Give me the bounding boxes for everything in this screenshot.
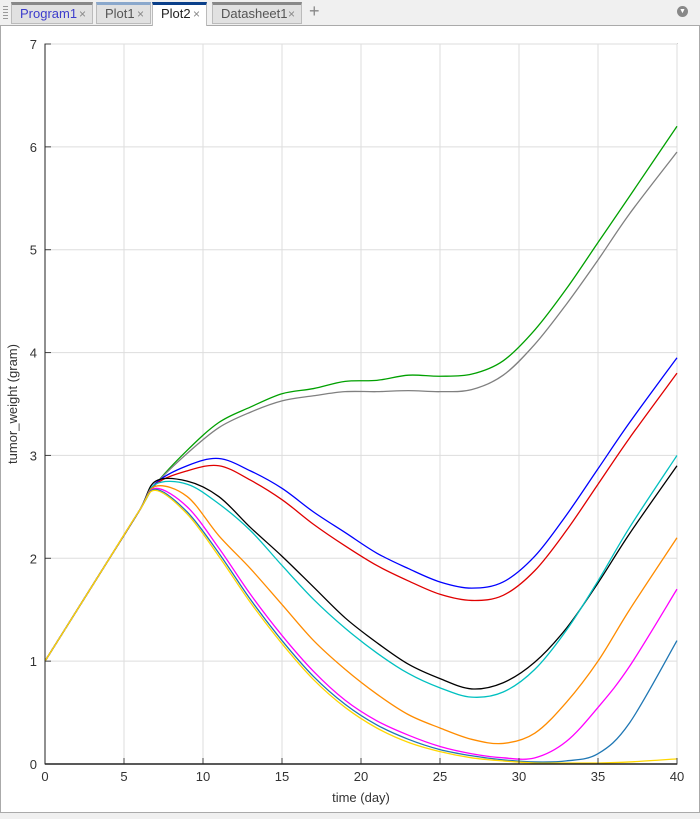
y-tick-label: 7 xyxy=(30,37,37,52)
close-icon[interactable]: × xyxy=(287,7,295,21)
x-tick-label: 35 xyxy=(591,769,605,784)
status-strip xyxy=(0,812,700,819)
y-axis-label: tumor_weight (gram) xyxy=(5,344,20,464)
x-tick-label: 10 xyxy=(196,769,210,784)
x-tick-label: 30 xyxy=(512,769,526,784)
close-icon[interactable]: × xyxy=(78,7,86,21)
tab-plot2[interactable]: Plot2 × xyxy=(152,2,207,26)
dropdown-menu-icon[interactable]: ▼ xyxy=(677,6,688,17)
tab-label: Plot1 xyxy=(105,6,135,21)
tab-label: Plot2 xyxy=(161,6,191,21)
close-icon[interactable]: × xyxy=(192,7,200,21)
close-icon[interactable]: × xyxy=(136,7,144,21)
grip-icon[interactable] xyxy=(3,6,8,20)
y-tick-label: 4 xyxy=(30,346,37,361)
y-tick-label: 6 xyxy=(30,140,37,155)
tab-datasheet1[interactable]: Datasheet1 × xyxy=(212,2,302,24)
series-line-9 xyxy=(44,489,678,764)
x-axis-label: time (day) xyxy=(332,790,390,805)
x-tick-label: 15 xyxy=(275,769,289,784)
y-tick-label: 3 xyxy=(30,448,37,463)
tab-label: Program1 xyxy=(20,6,78,21)
y-tick-label: 5 xyxy=(30,243,37,258)
x-tick-label: 20 xyxy=(354,769,368,784)
x-tick-label: 25 xyxy=(433,769,447,784)
y-tick-label: 0 xyxy=(30,757,37,772)
x-tick-label: 5 xyxy=(120,769,127,784)
y-tick-label: 1 xyxy=(30,654,37,669)
plus-icon[interactable]: + xyxy=(309,1,320,21)
tab-label: Datasheet1 xyxy=(221,6,288,21)
y-tick-label: 2 xyxy=(30,551,37,566)
tab-plot1[interactable]: Plot1 × xyxy=(96,2,151,24)
x-tick-label: 0 xyxy=(41,769,48,784)
tab-bar: Program1 × Plot1 × Plot2 × Datasheet1 × + ▼ xyxy=(0,0,700,26)
x-tick-label: 40 xyxy=(670,769,684,784)
tab-program1[interactable]: Program1 × xyxy=(11,2,93,24)
